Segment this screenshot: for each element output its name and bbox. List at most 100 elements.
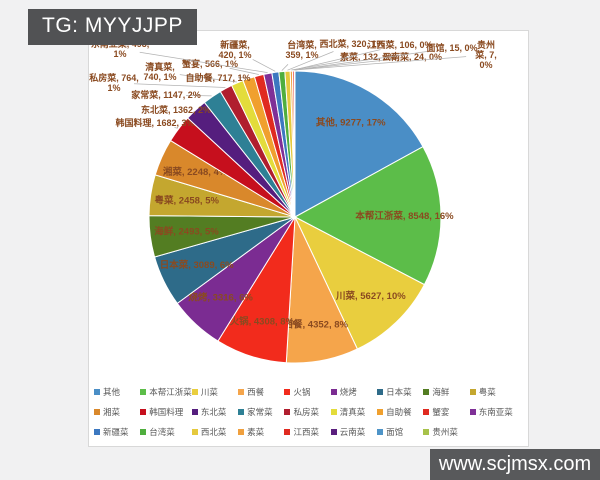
slice-label: 韩国料理, 1682, 3% [115, 117, 194, 128]
pie-slice-本帮江浙菜 [294, 146, 442, 286]
slice-label: 新疆菜, 420, 1% [218, 39, 251, 60]
legend-color-chip [330, 389, 337, 395]
legend-item-贵州菜: 贵州菜 [423, 426, 469, 438]
legend-color-chip [284, 429, 291, 435]
leader-line [185, 95, 212, 97]
legend-label: 家常菜 [247, 407, 273, 417]
legend-item-自助餐: 自助餐 [377, 406, 423, 418]
leader-line [294, 58, 393, 71]
slice-label: 烧烤, 3316, 6% [188, 291, 253, 303]
pie-slice-川菜 [294, 216, 425, 350]
legend-item-川菜: 川菜 [191, 386, 238, 398]
legend-label: 其他 [103, 387, 121, 397]
leader-line [174, 127, 178, 129]
slice-label: 素菜, 132, 0% [340, 51, 396, 62]
legend-item-湘菜: 湘菜 [94, 406, 140, 418]
legend-color-chip [140, 389, 147, 395]
legend-label: 江西菜 [293, 427, 319, 437]
slice-label: 粤菜, 2458, 5% [155, 195, 220, 207]
legend-color-chip [284, 389, 291, 395]
legend-label: 新疆菜 [103, 427, 129, 437]
legend-label: 贵州菜 [432, 427, 458, 437]
legend-color-chip [191, 389, 198, 395]
legend-color-chip [94, 409, 100, 415]
slice-label: 清真菜, 740, 1% [143, 61, 176, 82]
slice-label: 云南菜, 24, 0% [382, 51, 442, 62]
tg-badge: TG: MYYJJPP [28, 9, 197, 45]
slice-label: 东北菜, 1362, 2% [141, 104, 211, 115]
legend-item-东北菜: 东北菜 [191, 406, 238, 418]
slice-label: 火锅, 4308, 8% [230, 315, 295, 327]
legend-color-chip [140, 409, 147, 415]
legend-item-粤菜: 粤菜 [469, 386, 516, 398]
legend-item-家常菜: 家常菜 [238, 406, 284, 418]
legend-item-云南菜: 云南菜 [330, 426, 377, 438]
legend: 其他 本帮江浙菜 川菜 西餐 火锅 烧烤 日本菜 海鲜 粤菜湘菜 韩国料理 东北菜 家常菜 私房菜 清真菜… [94, 386, 516, 438]
legend-item-海鲜: 海鲜 [423, 386, 469, 398]
slice-label: 其他, 9277, 17% [316, 117, 386, 129]
slice-label: 面馆, 15, 0% [426, 42, 477, 53]
legend-label: 日本菜 [386, 387, 412, 397]
legend-color-chip [469, 389, 476, 395]
leader-line [229, 67, 259, 75]
legend-color-chip [140, 429, 147, 435]
slice-label: 江西菜, 106, 0% [367, 39, 432, 50]
slice-label: 贵州菜, 7, 0% [474, 39, 497, 70]
legend-label: 粤菜 [478, 387, 496, 397]
legend-label: 西餐 [247, 387, 265, 397]
slice-label: 台湾菜, 359, 1% [285, 39, 318, 60]
legend-label: 烧烤 [339, 387, 357, 397]
legend-label: 韩国料理 [149, 407, 184, 417]
legend-item-清真菜: 清真菜 [330, 406, 377, 418]
slice-label: 私房菜, 764, 1% [88, 72, 139, 93]
slice-label: 本帮江浙菜, 8548, 16% [355, 210, 454, 222]
legend-item-蟹宴: 蟹宴 [423, 406, 469, 418]
legend-label: 面馆 [386, 427, 404, 437]
pie-slice-其他 [294, 70, 424, 218]
legend-item-江西菜: 江西菜 [284, 426, 330, 438]
leader-line [252, 59, 276, 72]
leader-line [293, 49, 381, 71]
legend-item-私房菜: 私房菜 [284, 406, 330, 418]
legend-item-西餐: 西餐 [238, 386, 284, 398]
leader-line [179, 74, 237, 83]
slice-label: 自助餐, 717, 1% [185, 72, 250, 83]
legend-color-chip [94, 429, 100, 435]
watermark-bar: www.scjmsx.com [430, 449, 600, 480]
legend-label: 素菜 [247, 427, 265, 437]
legend-label: 清真菜 [339, 407, 366, 417]
legend-label: 海鲜 [432, 387, 450, 397]
legend-item-西北菜: 西北菜 [191, 426, 238, 438]
legend-item-本帮江浙菜: 本帮江浙菜 [140, 386, 192, 398]
leader-line [294, 56, 467, 71]
legend-label: 东北菜 [200, 407, 227, 417]
legend-color-chip [94, 389, 100, 395]
slice-label: 海鲜, 2493, 5% [154, 226, 219, 238]
legend-item-台湾菜: 台湾菜 [140, 426, 192, 438]
leader-line [281, 64, 289, 71]
legend-label: 私房菜 [293, 407, 319, 417]
legend-color-chip [191, 429, 198, 435]
legend-item-素菜: 素菜 [238, 426, 284, 438]
leader-line [287, 51, 334, 71]
legend-label: 东南亚菜 [478, 407, 513, 417]
slice-label: 家常菜, 1147, 2% [131, 89, 201, 100]
legend-item-烧烤: 烧烤 [330, 386, 377, 398]
legend-color-chip [423, 429, 430, 435]
legend-label: 火锅 [293, 387, 311, 397]
leader-line [294, 50, 433, 71]
legend-label: 湘菜 [103, 407, 121, 417]
legend-label: 台湾菜 [149, 427, 175, 437]
legend-label: 西北菜 [200, 427, 227, 437]
legend-color-chip [238, 429, 245, 435]
slice-label: 湘菜, 2248, 4% [163, 166, 228, 178]
legend-item-火锅: 火锅 [284, 386, 330, 398]
legend-label: 云南菜 [339, 427, 366, 437]
legend-color-chip [469, 409, 476, 415]
slice-label: 川菜, 5627, 10% [335, 290, 406, 302]
legend-color-chip [330, 429, 337, 435]
legend-color-chip [377, 389, 384, 395]
legend-label: 川菜 [200, 387, 218, 397]
legend-item-韩国料理: 韩国料理 [140, 406, 192, 418]
